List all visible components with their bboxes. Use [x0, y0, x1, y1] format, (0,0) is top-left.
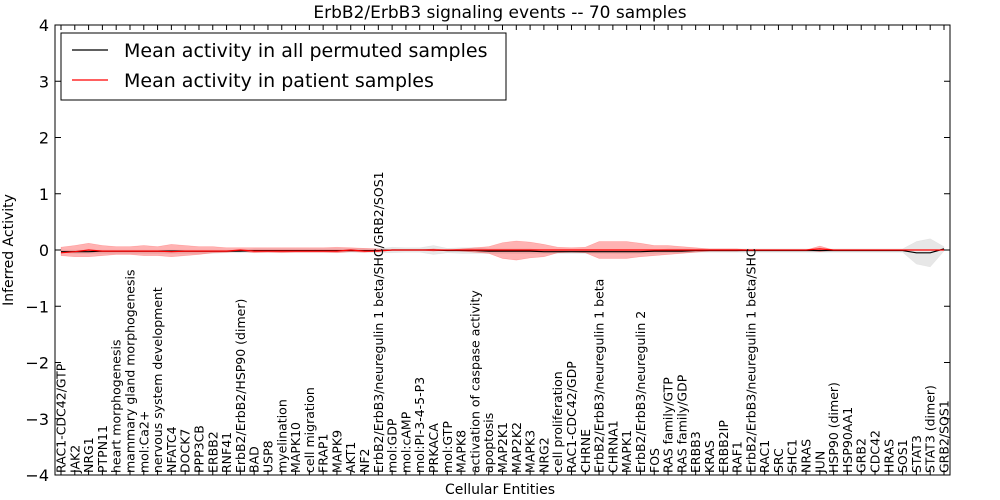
- y-tick-label: −1: [25, 297, 49, 316]
- x-tick-label: MAPK9: [329, 430, 344, 473]
- x-tick-label: CHRNE: [578, 429, 593, 473]
- x-tick-label: RAS family/GDP: [674, 374, 689, 473]
- x-tick-label: mol:GTP: [440, 421, 455, 473]
- x-tick-label: cell proliferation: [550, 371, 565, 473]
- series-lines: [60, 248, 945, 254]
- x-tick-label: mol:GDP: [385, 418, 400, 473]
- x-tick-label: RAF1: [730, 441, 745, 473]
- x-tick-label: mol:Ca2+: [136, 411, 151, 473]
- y-tick-label: −3: [25, 410, 49, 429]
- x-tick-label: KRAS: [702, 440, 717, 473]
- x-tick-label: SHC1: [785, 439, 800, 473]
- x-tick-label: NRG1: [81, 437, 96, 473]
- x-tick-label: mol:PI-3-4-5-P3: [412, 377, 427, 473]
- x-tick-label: ERBB2: [205, 431, 220, 473]
- x-tick-label: RAC1-CDC42/GDP: [564, 361, 579, 473]
- x-tick-label: ErbB2/ErbB3/neuregulin 2: [633, 311, 648, 473]
- x-tick-label: NF2: [357, 449, 372, 474]
- legend-box: [60, 32, 507, 101]
- x-tick-label: RAC1: [757, 440, 772, 473]
- x-tick-label: activation of caspase activity: [467, 290, 482, 473]
- x-tick-label: DOCK7: [178, 429, 193, 473]
- x-tick-label: PRKACA: [426, 423, 441, 473]
- x-axis-label: Cellular Entities: [445, 482, 555, 498]
- legend-label-patient: Mean activity in patient samples: [124, 70, 434, 92]
- y-axis: −4 −3 −2 −1 0 1 2 3 4: [25, 16, 950, 485]
- x-tick-label: myelination: [274, 399, 289, 473]
- x-tick-label: STAT3: [909, 435, 924, 473]
- x-tick-label: mammary gland morphogenesis: [122, 270, 137, 473]
- x-tick-label: MAPK1: [619, 430, 634, 473]
- x-tick-label: GRB2/SOS1: [937, 400, 952, 473]
- y-tick-label: 1: [39, 185, 49, 204]
- x-tick-label: ERBB2IP: [716, 420, 731, 473]
- x-tick-label: ErbB2/ErbB3/neuregulin 1 beta: [592, 279, 607, 473]
- x-tick-label: BAD: [247, 446, 262, 473]
- x-tick-label: ErbB2/ErbB2/HSP90 (dimer): [233, 299, 248, 473]
- x-tick-label: RAC1-CDC42/GTP: [54, 363, 69, 473]
- legend-label-permuted: Mean activity in all permuted samples: [124, 40, 487, 62]
- x-tick-label: ErbB2/ErbB3/neuregulin 1 beta/SHC/GRB2/S…: [371, 171, 386, 473]
- x-tick-label: PPP3CB: [191, 425, 206, 473]
- band-series-0: [60, 238, 945, 268]
- x-tick-label: FOS: [647, 448, 662, 473]
- y-tick-label: −2: [25, 354, 49, 373]
- x-tick-label: apoptosis: [481, 413, 496, 473]
- x-tick-label: ErbB2/ErbB3/neuregulin 1 beta/SHC: [743, 248, 758, 473]
- y-tick-label: 4: [39, 16, 49, 35]
- x-tick-label: USP8: [260, 440, 275, 473]
- chart-title: ErbB2/ErbB3 signaling events -- 70 sampl…: [313, 3, 686, 23]
- x-tick-label: SOS1: [895, 439, 910, 473]
- x-tick-label: NRAS: [799, 439, 814, 473]
- x-tick-label: CHRNA1: [605, 420, 620, 473]
- x-tick-label: MAPK10: [288, 422, 303, 473]
- x-tick-label: MAPK3: [523, 430, 538, 473]
- x-tick-label: mol:cAMP: [398, 411, 413, 473]
- y-axis-label: Inferred Activity: [1, 194, 17, 306]
- y-tick-label: 0: [39, 241, 49, 260]
- x-tick-label: ERBB3: [688, 431, 703, 473]
- x-tick-label: AKT1: [343, 442, 358, 473]
- x-tick-label: MAP2K2: [509, 422, 524, 473]
- x-tick-label: NFATC4: [164, 426, 179, 473]
- x-tick-label: nervous system development: [150, 287, 165, 473]
- x-tick-label: PTPN11: [95, 425, 110, 473]
- y-tick-label: 3: [39, 72, 49, 91]
- y-tick-label: −4: [25, 466, 49, 485]
- legend: Mean activity in all permuted samples Me…: [60, 32, 507, 101]
- line-series-1: [60, 248, 944, 254]
- x-tick-label: JUN: [812, 451, 827, 474]
- x-tick-label: RNF41: [219, 432, 234, 473]
- x-tick-label: GRB2: [854, 438, 869, 473]
- y-tick-label: 2: [39, 129, 49, 148]
- x-tick-label: JAK2: [67, 445, 82, 474]
- x-tick-label: HRAS: [881, 439, 896, 473]
- x-tick-label: FRAP1: [316, 434, 331, 473]
- x-tick-label: MAP2K1: [495, 422, 510, 473]
- x-tick-label: SRC: [771, 448, 786, 473]
- x-tick-label: MAPK8: [454, 430, 469, 473]
- x-tick-label: cell migration: [302, 387, 317, 473]
- x-tick-label: STAT3 (dimer): [923, 385, 938, 473]
- x-tick-label: HSP90AA1: [840, 407, 855, 473]
- x-tick-label: NRG2: [536, 437, 551, 473]
- x-tick-label: HSP90 (dimer): [826, 382, 841, 473]
- x-tick-label: heart morphogenesis: [109, 340, 124, 474]
- x-tick-label: CDC42: [868, 430, 883, 473]
- x-tick-label: RAS family/GTP: [661, 377, 676, 473]
